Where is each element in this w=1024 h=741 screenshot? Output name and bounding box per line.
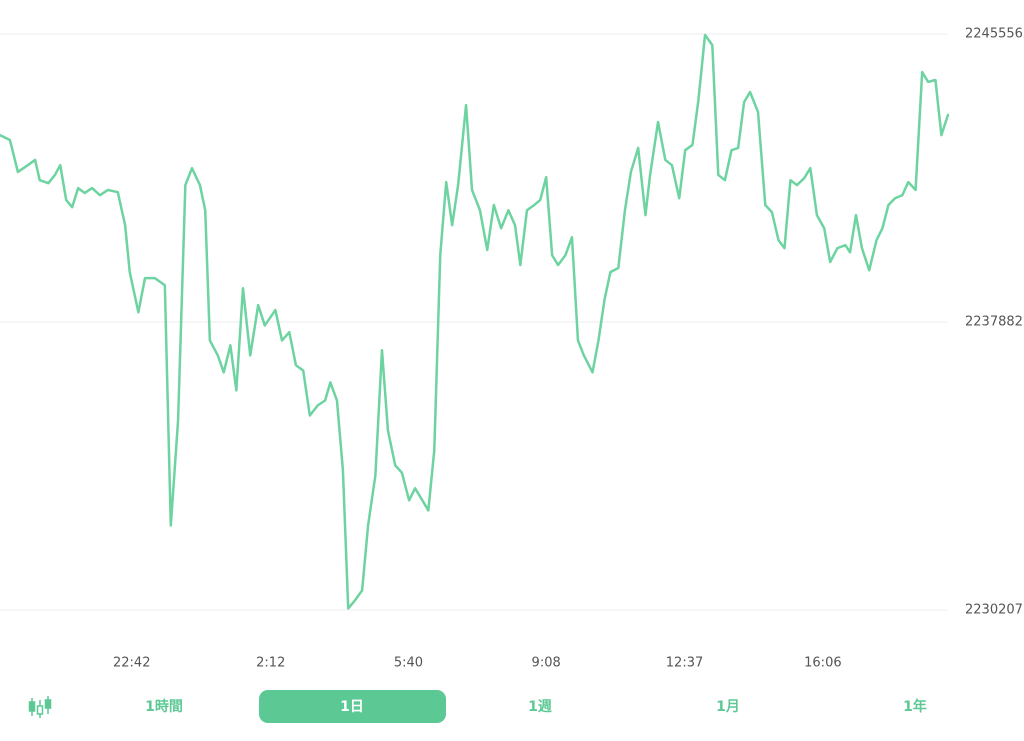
range-tab[interactable]: 1日 (340, 699, 364, 715)
selected-tab-pill (259, 690, 446, 723)
price-line (0, 33, 950, 610)
x-tick-label: 2:12 (256, 656, 285, 671)
x-tick-label: 9:08 (532, 656, 561, 671)
x-tick-label: 16:06 (804, 656, 841, 671)
range-tab[interactable]: 1週 (528, 699, 552, 715)
range-tab[interactable]: 1年 (903, 698, 927, 715)
y-tick-label: 2245556 (965, 27, 1023, 42)
x-tick-label: 5:40 (394, 656, 423, 671)
range-tab[interactable]: 1時間 (145, 698, 183, 715)
range-tab[interactable]: 1月 (716, 699, 740, 715)
x-tick-label: 12:37 (666, 656, 703, 671)
x-tick-label: 22:42 (113, 656, 150, 671)
y-tick-label: 2230207 (965, 603, 1023, 618)
y-tick-label: 2237882 (965, 314, 1023, 329)
candlestick-toggle-icon[interactable] (28, 696, 52, 718)
